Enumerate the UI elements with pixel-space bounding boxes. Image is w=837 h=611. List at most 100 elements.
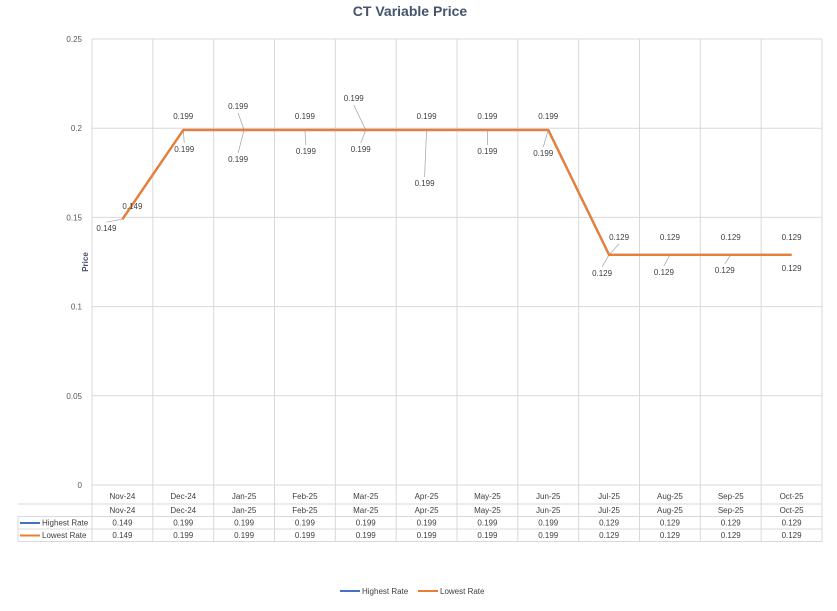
table-value-cell: 0.129 [599, 531, 620, 540]
data-label: 0.129 [660, 233, 681, 242]
table-value-cell: 0.129 [721, 531, 742, 540]
y-tick-label: 0.15 [66, 213, 82, 222]
data-label-leader [237, 129, 245, 154]
x-tick-label: Sep-25 [718, 492, 744, 501]
data-label: 0.199 [228, 155, 249, 164]
y-tick-label: 0.1 [71, 303, 83, 312]
legend-label: Highest Rate [362, 587, 409, 596]
x-tick-label: Jan-25 [232, 492, 257, 501]
data-labels: 0.149 0.199 0.199 0.199 0.199 0.199 0.199 0.199… [96, 94, 802, 278]
data-label-leader [106, 218, 123, 223]
table-value-cell: 0.199 [477, 519, 498, 528]
x-tick-label: Jul-25 [598, 492, 620, 501]
x-tick-label: Jun-25 [536, 492, 561, 501]
data-label: 0.199 [477, 147, 498, 156]
table-header-cell: Sep-25 [718, 506, 744, 515]
table-value-cell: 0.199 [173, 519, 194, 528]
y-tick-label: 0.05 [66, 392, 82, 401]
data-label: 0.129 [715, 266, 736, 275]
table-header-cell: Nov-24 [110, 506, 136, 515]
table-value-cell: 0.199 [538, 531, 559, 540]
table-header-cell: Mar-25 [353, 506, 379, 515]
x-tick-label: Apr-25 [415, 492, 440, 501]
table-header-cell: May-25 [474, 506, 501, 515]
data-label-leader [237, 112, 245, 131]
table-header-cell: Jul-25 [598, 506, 620, 515]
chart-title: CT Variable Price [353, 3, 468, 19]
x-tick-label: Nov-24 [110, 492, 136, 501]
x-tick-label: Oct-25 [780, 492, 805, 501]
table-header-cell: Jan-25 [232, 506, 257, 515]
table-value-cell: 0.199 [295, 519, 316, 528]
data-label-leader [424, 129, 427, 177]
data-table: Nov-24 Dec-24 Jan-25 Feb-25 Mar-25 Apr-25 May-… [17, 492, 822, 542]
data-label: 0.199 [477, 112, 498, 121]
table-value-cell: 0.199 [356, 531, 377, 540]
data-label-leader [724, 254, 732, 265]
y-axis-label: Price [81, 252, 90, 272]
data-label-leader [360, 129, 367, 144]
data-label: 0.129 [782, 264, 803, 273]
data-label: 0.129 [592, 269, 613, 278]
x-tick-label: Dec-24 [170, 492, 196, 501]
data-label: 0.129 [721, 233, 742, 242]
table-header-cell: Apr-25 [415, 506, 440, 515]
series-lines [121, 128, 792, 257]
data-label: 0.199 [533, 149, 554, 158]
data-label: 0.199 [417, 112, 438, 121]
legend-label: Lowest Rate [440, 587, 485, 596]
y-tick-label: 0 [78, 481, 83, 490]
data-label: 0.129 [609, 233, 630, 242]
table-value-cell: 0.199 [173, 531, 194, 540]
table-header-cell: Jun-25 [536, 506, 561, 515]
data-label-leader [182, 129, 185, 144]
data-label-leader [601, 254, 610, 268]
y-axis-ticks: 0 0.05 0.1 0.15 0.2 0.25 [66, 35, 82, 490]
data-label-leader [663, 254, 671, 267]
table-header-cell: Dec-24 [170, 506, 196, 515]
data-label: 0.199 [344, 94, 365, 103]
data-label: 0.129 [654, 268, 675, 277]
table-value-cell: 0.149 [112, 519, 133, 528]
x-tick-label: Feb-25 [292, 492, 318, 501]
table-value-cell: 0.129 [782, 519, 803, 528]
table-value-cell: 0.199 [234, 531, 255, 540]
legend: Highest Rate Lowest Rate [340, 587, 485, 596]
table-header-cell: Aug-25 [657, 506, 683, 515]
table-value-cell: 0.149 [112, 531, 133, 540]
data-label: 0.199 [173, 112, 194, 121]
table-value-cell: 0.199 [356, 519, 377, 528]
data-label-leader [608, 243, 620, 256]
data-label: 0.199 [228, 102, 249, 111]
table-value-cell: 0.199 [295, 531, 316, 540]
data-label: 0.199 [174, 145, 195, 154]
table-value-cell: 0.129 [660, 519, 681, 528]
table-header-cell: Oct-25 [780, 506, 805, 515]
table-series-name: Lowest Rate [42, 531, 87, 540]
table-value-cell: 0.199 [538, 519, 559, 528]
table-series-name: Highest Rate [42, 519, 89, 528]
table-value-cell: 0.199 [417, 531, 438, 540]
data-label: 0.149 [122, 202, 143, 211]
data-label: 0.199 [538, 112, 559, 121]
data-label: 0.199 [351, 145, 372, 154]
label-leader-lines [106, 104, 732, 268]
x-tick-label: Mar-25 [353, 492, 379, 501]
x-tick-label: May-25 [474, 492, 501, 501]
data-label: 0.199 [296, 147, 317, 156]
table-value-cell: 0.199 [234, 519, 255, 528]
table-value-cell: 0.199 [477, 531, 498, 540]
data-label-leader [542, 129, 549, 148]
table-value-cell: 0.129 [599, 519, 620, 528]
y-tick-label: 0.2 [71, 124, 83, 133]
table-value-cell: 0.129 [782, 531, 803, 540]
y-tick-label: 0.25 [66, 35, 82, 44]
data-label-leader [353, 104, 367, 131]
data-label: 0.199 [295, 112, 316, 121]
table-header-cell: Feb-25 [292, 506, 318, 515]
data-label: 0.129 [782, 233, 803, 242]
data-label-leader [304, 129, 307, 146]
table-value-cell: 0.199 [417, 519, 438, 528]
